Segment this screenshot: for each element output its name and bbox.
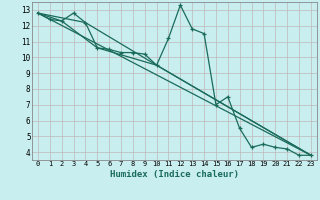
X-axis label: Humidex (Indice chaleur): Humidex (Indice chaleur) bbox=[110, 170, 239, 179]
